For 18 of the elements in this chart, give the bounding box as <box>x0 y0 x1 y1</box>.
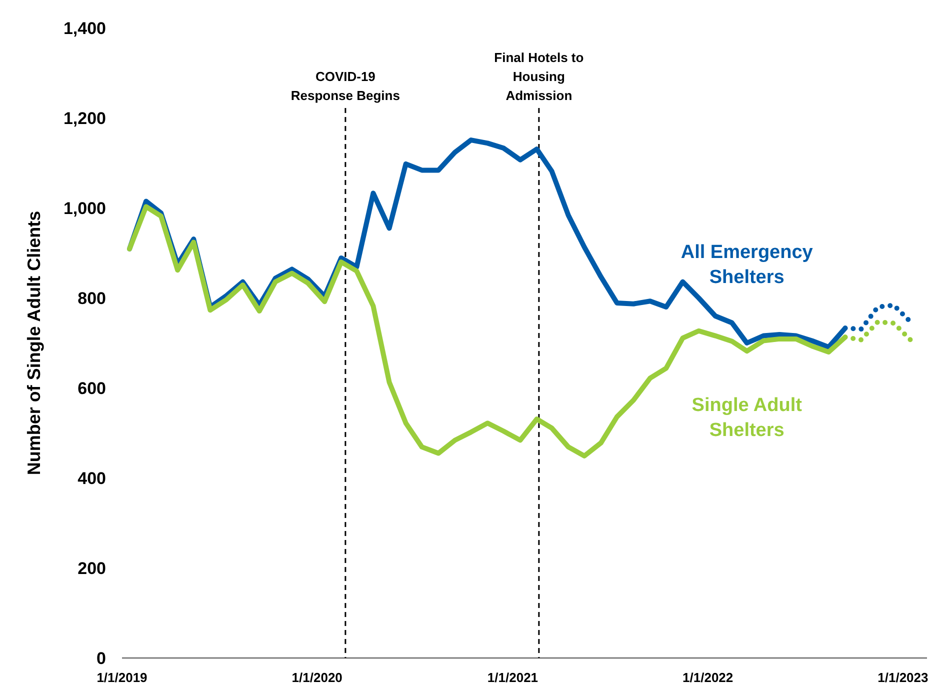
x-tick-label: 1/1/2020 <box>292 670 342 685</box>
y-tick-label: 1,200 <box>63 109 106 128</box>
ref-line-label: COVID-19 Response Begins <box>290 69 400 103</box>
y-tick-label: 800 <box>78 289 106 308</box>
y-axis-title: Number of Single Adult Clients <box>24 210 44 476</box>
x-tick-label: 1/1/2019 <box>96 670 148 685</box>
series-label: All Emergency Shelters <box>680 242 814 288</box>
y-tick-label: 1,400 <box>63 19 106 38</box>
x-tick-label: 1/1/2021 <box>487 670 538 685</box>
y-tick-label: 1,000 <box>63 199 106 218</box>
x-tick-label: 1/1/2022 <box>682 670 734 685</box>
y-tick-label: 0 <box>96 649 106 668</box>
ref-line-label: Final Hotels to Housing Admission <box>494 50 584 103</box>
y-tick-label: 400 <box>78 469 106 488</box>
x-tick-label: 1/1/2023 <box>878 670 928 685</box>
y-tick-label: 600 <box>78 379 106 398</box>
y-tick-label: 200 <box>78 559 106 578</box>
series-label: Single Adult Shelters <box>692 395 803 442</box>
